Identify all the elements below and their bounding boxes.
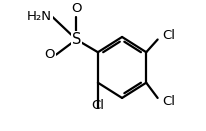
Text: Cl: Cl bbox=[163, 29, 176, 42]
Text: H₂N: H₂N bbox=[27, 10, 52, 23]
Text: O: O bbox=[71, 2, 82, 15]
Text: S: S bbox=[72, 32, 81, 47]
Text: O: O bbox=[44, 48, 55, 61]
Text: Cl: Cl bbox=[91, 99, 104, 112]
Text: Cl: Cl bbox=[163, 95, 176, 108]
